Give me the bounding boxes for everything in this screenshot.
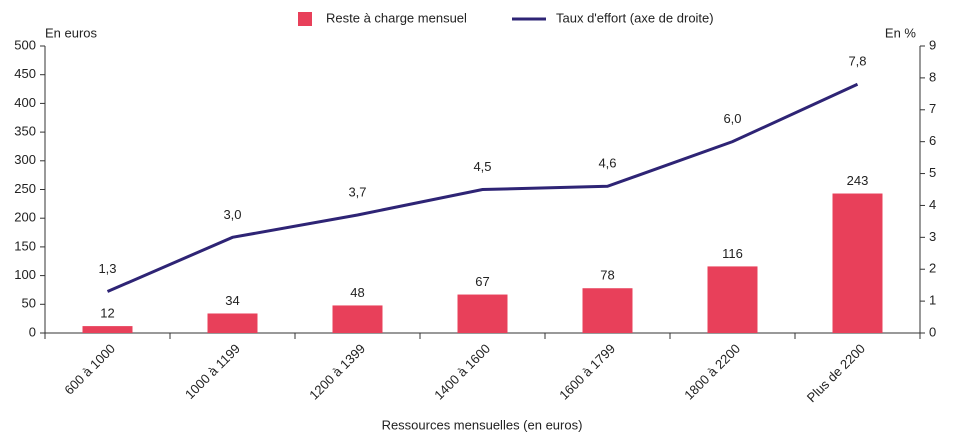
y2-tick-label: 2 bbox=[929, 261, 936, 276]
y-tick-label: 200 bbox=[14, 210, 36, 225]
x-axis-label: Ressources mensuelles (en euros) bbox=[382, 417, 583, 432]
x-tick-label: 600 à 1000 bbox=[61, 341, 118, 398]
y2-tick-label: 5 bbox=[929, 165, 936, 180]
bar-value-label: 78 bbox=[600, 268, 614, 283]
y2-tick-label: 9 bbox=[929, 37, 936, 52]
bar bbox=[332, 305, 383, 333]
line-value-label: 3,0 bbox=[223, 207, 241, 222]
y2-tick-label: 6 bbox=[929, 133, 936, 148]
y-tick-label: 350 bbox=[14, 124, 36, 139]
line-value-label: 1,3 bbox=[98, 261, 116, 276]
y-tick-label: 450 bbox=[14, 66, 36, 81]
bar-value-label: 116 bbox=[722, 246, 743, 261]
y-tick-label: 100 bbox=[14, 267, 36, 282]
y2-tick-label: 7 bbox=[929, 101, 936, 116]
y2-tick-label: 1 bbox=[929, 293, 936, 308]
y-tick-label: 50 bbox=[22, 296, 36, 311]
bar bbox=[582, 288, 633, 333]
y-tick-label: 400 bbox=[14, 95, 36, 110]
y2-tick-label: 0 bbox=[929, 324, 936, 339]
bar-value-label: 243 bbox=[847, 173, 869, 188]
bar bbox=[832, 193, 883, 333]
y2-tick-label: 8 bbox=[929, 69, 936, 84]
x-tick-label: 1800 à 2200 bbox=[681, 341, 743, 403]
y2-tick-label: 4 bbox=[929, 197, 936, 212]
line bbox=[106, 82, 859, 293]
bar bbox=[82, 326, 133, 333]
x-tick-label: 1400 à 1600 bbox=[431, 341, 493, 403]
line-value-label: 4,6 bbox=[598, 156, 616, 171]
y2-tick-label: 3 bbox=[929, 229, 936, 244]
bar-value-label: 48 bbox=[350, 285, 364, 300]
y2-axis-label: En % bbox=[885, 25, 917, 40]
bar-value-label: 67 bbox=[475, 274, 489, 289]
bar bbox=[207, 313, 258, 333]
legend-swatch bbox=[298, 12, 312, 26]
legend-label: Reste à charge mensuel bbox=[326, 10, 467, 25]
y-tick-label: 250 bbox=[14, 181, 36, 196]
y-tick-label: 300 bbox=[14, 152, 36, 167]
y-tick-label: 500 bbox=[14, 37, 36, 52]
x-tick-label: Plus de 2200 bbox=[804, 341, 868, 405]
legend-label: Taux d'effort (axe de droite) bbox=[556, 10, 714, 25]
bar bbox=[457, 294, 508, 333]
line-value-label: 4,5 bbox=[473, 159, 491, 174]
bar bbox=[707, 266, 758, 333]
line-value-label: 7,8 bbox=[848, 54, 866, 69]
line-value-label: 3,7 bbox=[348, 184, 366, 199]
x-tick-label: 1600 à 1799 bbox=[556, 341, 618, 403]
y-tick-label: 150 bbox=[14, 238, 36, 253]
line-value-label: 6,0 bbox=[723, 111, 741, 126]
x-tick-label: 1000 à 1199 bbox=[182, 341, 243, 402]
y-axis-label: En euros bbox=[45, 25, 98, 40]
x-tick-label: 1200 à 1399 bbox=[306, 341, 368, 403]
bar-value-label: 12 bbox=[100, 306, 114, 321]
bar-value-label: 34 bbox=[225, 293, 239, 308]
y-tick-label: 0 bbox=[29, 324, 36, 339]
